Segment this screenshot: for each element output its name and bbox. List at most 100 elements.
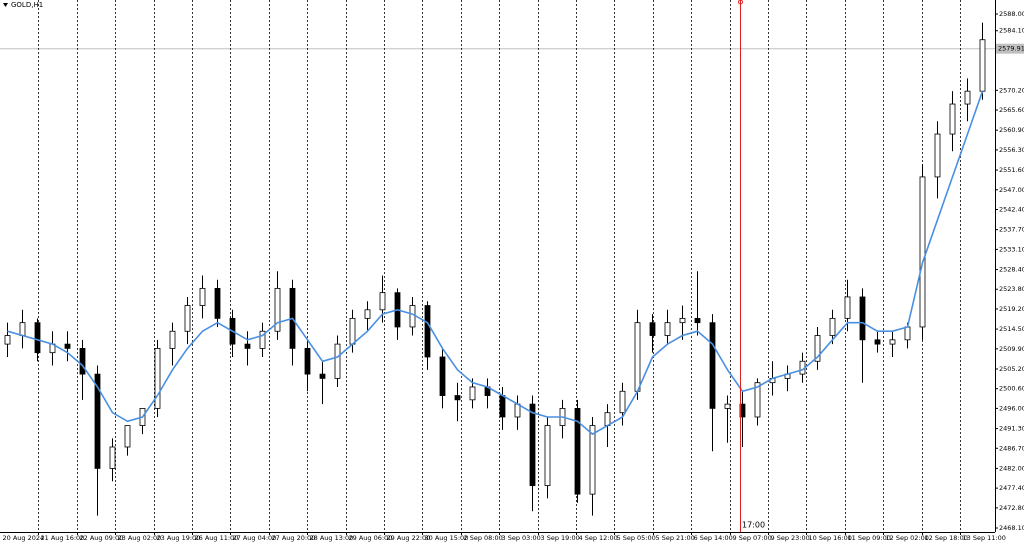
x-tick-label: 22 Aug 09:00: [80, 534, 124, 542]
candle-body: [469, 386, 476, 401]
y-tick-label: 2542.40: [999, 205, 1024, 213]
grid-layer: [0, 0, 995, 532]
candle-body: [409, 305, 416, 328]
candle-body: [199, 287, 206, 306]
candle-body: [34, 322, 41, 354]
y-tick-label: 2533.10: [999, 245, 1024, 253]
x-tick-label: 21 Aug 16:00: [41, 534, 85, 542]
moving-average-line: [7, 90, 984, 436]
candle-body: [649, 322, 656, 336]
x-tick-label: 12 Sep 02:00: [886, 534, 929, 542]
candle-body: [19, 322, 26, 336]
candle-body: [124, 425, 131, 448]
candle-body: [454, 395, 461, 401]
y-tick-label: 2468.10: [999, 524, 1024, 532]
symbol-menu-arrow[interactable]: [3, 3, 8, 7]
x-tick-label: 2 Sep 08:00: [464, 534, 503, 542]
candle-body: [964, 90, 971, 105]
y-tick-label: 2482.00: [999, 464, 1024, 472]
candle-body: [604, 412, 611, 426]
x-tick-label: 23 Aug 19:00: [157, 534, 201, 542]
candle-body: [439, 356, 446, 396]
y-tick-label: 2477.40: [999, 484, 1024, 492]
y-tick-label: 2551.60: [999, 166, 1024, 174]
candle-body: [634, 322, 641, 392]
marks-layer: [4, 22, 986, 516]
y-tick-label: 2523.80: [999, 285, 1024, 293]
candle-body: [319, 373, 326, 379]
candle-body: [859, 296, 866, 341]
candle-body: [214, 287, 221, 319]
candle-body: [304, 347, 311, 375]
candle-body: [424, 305, 431, 358]
y-tick-label: 2584.10: [999, 27, 1024, 35]
candle-body: [934, 133, 941, 178]
x-tick-label: 13 Sep 11:00: [963, 534, 1006, 542]
candle-body: [754, 382, 761, 418]
candle-body: [829, 317, 836, 336]
y-tick-label: 2505.20: [999, 365, 1024, 373]
chart-title: GOLD,H1: [11, 1, 43, 9]
x-tick-label: 30 Aug 15:00: [425, 534, 469, 542]
cursor-handle: [738, 0, 743, 5]
candle-body: [334, 343, 341, 379]
candle-body: [949, 103, 956, 135]
candle-body: [709, 322, 716, 409]
candle-body: [79, 347, 86, 375]
candle-body: [514, 403, 521, 418]
x-tick-label: 5 Sep 05:00: [617, 534, 656, 542]
candle-body: [724, 403, 731, 409]
y-tick-label: 2588.00: [999, 10, 1024, 18]
y-tick-label: 2560.90: [999, 126, 1024, 134]
y-tick-label: 2528.40: [999, 266, 1024, 274]
x-tick-label: 28 Aug 13:00: [310, 534, 354, 542]
y-tick-label: 2472.80: [999, 504, 1024, 512]
x-tick-label: 29 Aug 22:00: [387, 534, 431, 542]
x-tick-label: 3 Sep 19:00: [541, 534, 580, 542]
y-tick-label: 2547.00: [999, 186, 1024, 194]
y-tick-label: 2509.90: [999, 345, 1024, 353]
y-tick-label: 2514.50: [999, 325, 1024, 333]
candle-body: [694, 317, 701, 324]
y-tick-label: 2537.70: [999, 226, 1024, 234]
candle-body: [154, 347, 161, 409]
candle-body: [874, 339, 881, 345]
x-tick-label: 29 Aug 06:00: [349, 534, 393, 542]
candle-body: [664, 322, 671, 336]
y-tick-label: 2496.00: [999, 404, 1024, 412]
x-tick-label: 4 Sep 12:00: [579, 534, 618, 542]
x-tick-label: 27 Aug 20:00: [272, 534, 316, 542]
candle-body: [529, 403, 536, 486]
candle-body: [109, 446, 116, 469]
candle-body: [499, 395, 506, 418]
current-price-box: [996, 43, 1024, 54]
candle-body: [244, 343, 251, 349]
x-tick-label: 26 Aug 11:00: [195, 534, 239, 542]
x-tick-label: 9 Sep 23:00: [771, 534, 810, 542]
candle-body: [679, 317, 686, 324]
candle-body: [169, 330, 176, 349]
candle-body: [274, 287, 281, 332]
y-tick-label: 2500.60: [999, 385, 1024, 393]
current-price-label: 2579.91: [998, 45, 1024, 53]
x-tick-label: 20 Aug 2024: [3, 534, 45, 542]
candle-body: [544, 425, 551, 486]
candle-body: [259, 330, 266, 349]
candle-body: [349, 317, 356, 345]
x-tick-label: 6 Sep 14:00: [694, 534, 733, 542]
candle-body: [184, 305, 191, 332]
x-tick-label: 11 Sep 09:00: [848, 534, 891, 542]
candle-body: [889, 339, 896, 345]
candle-body: [64, 343, 71, 349]
candle-body: [94, 373, 101, 469]
candle-body: [844, 296, 851, 319]
candle-body: [919, 176, 926, 328]
y-tick-label: 2486.70: [999, 444, 1024, 452]
y-tick-label: 2570.20: [999, 86, 1024, 94]
x-tick-label: 5 Sep 21:00: [656, 534, 695, 542]
candle-body: [619, 390, 626, 414]
x-tick-label: 10 Sep 16:00: [809, 534, 852, 542]
y-tick-label: 2491.30: [999, 425, 1024, 433]
